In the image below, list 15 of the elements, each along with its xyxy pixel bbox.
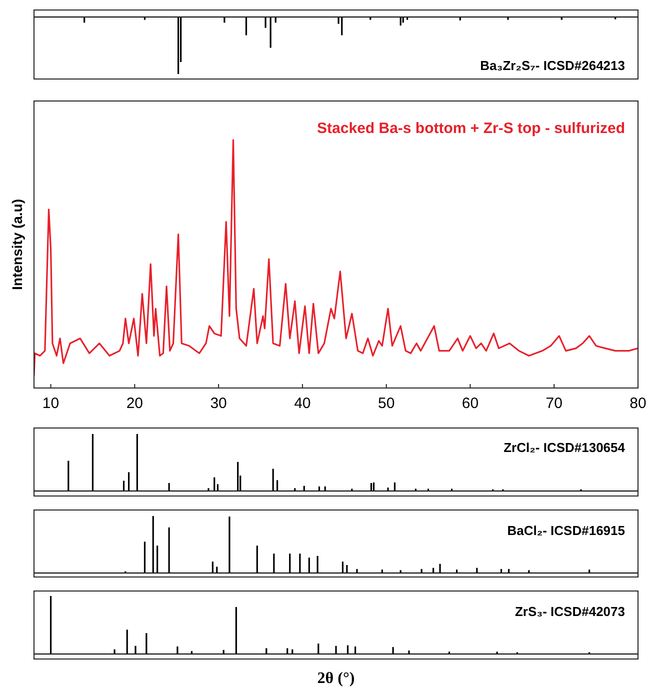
x-tick-label: 60 (462, 395, 479, 412)
x-axis-title: 2θ (°) (317, 670, 355, 687)
x-tick-label: 10 (42, 395, 60, 412)
x-tick-label: 70 (546, 395, 562, 412)
x-tick-label: 30 (210, 395, 227, 412)
x-tick-label: 50 (378, 395, 395, 412)
text: Stacked Ba-s bottom + Zr-S top - sulfurized (317, 120, 625, 137)
x-tick-label: 40 (294, 395, 311, 412)
y-axis-title: Intensity (a.u) (9, 198, 25, 290)
text: ZrCl₂- ICSD#130654 (504, 440, 626, 455)
text: BaCl₂- ICSD#16915 (507, 523, 625, 538)
x-tick-label: 20 (126, 395, 144, 412)
x-tick-label: 80 (630, 395, 646, 412)
text: Ba₃Zr₂S₇- ICSD#264213 (480, 58, 625, 73)
text: ZrS₃- ICSD#42073 (514, 604, 625, 619)
